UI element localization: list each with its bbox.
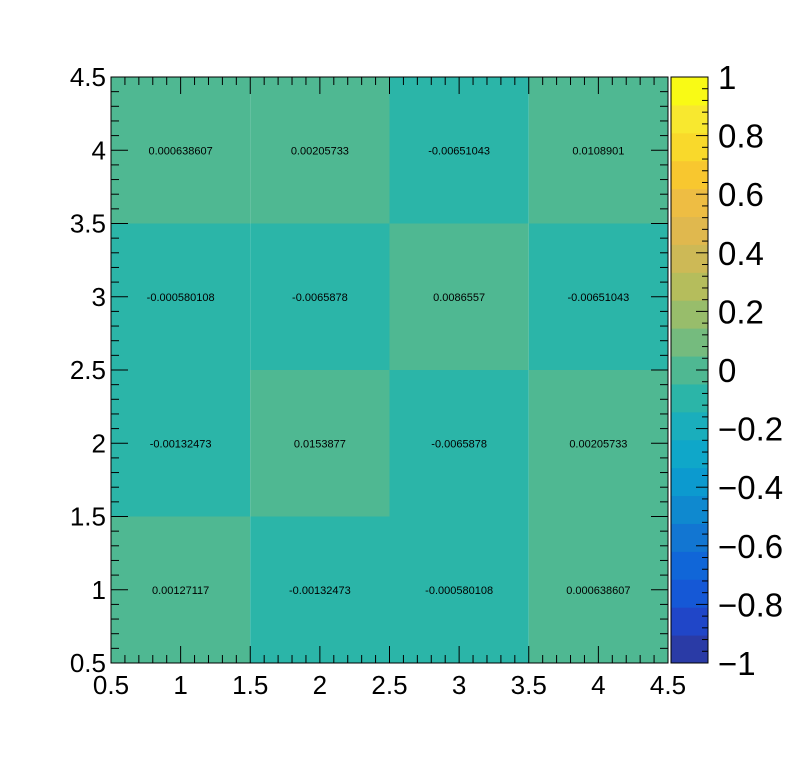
palette-color-band: [671, 160, 708, 190]
palette-color-band: [671, 188, 708, 218]
y-axis-tick-label: 2: [92, 428, 106, 458]
x-axis-tick-label: 2.5: [371, 670, 407, 700]
x-axis-tick-label: 3.5: [511, 670, 547, 700]
heatmap-cell: [111, 370, 251, 517]
heatmap-cell: [528, 516, 668, 663]
axis-ticks: [110, 76, 669, 664]
heatmap-cell-labels: 0.000638607 0.00205733 -0.00651043 0.010890…: [147, 145, 631, 597]
cell-value-label: 0.000638607: [149, 145, 213, 157]
y-axis-tick-label: 1: [92, 575, 106, 605]
cell-value-label: 0.0153877: [294, 438, 346, 450]
palette-tick-label: 0.4: [718, 235, 764, 272]
palette-color-band: [671, 383, 708, 413]
palette-tick-label: −0.6: [718, 528, 783, 565]
y-axis-tick-label: 2.5: [70, 355, 106, 385]
color-palette-tick-labels: −1 −0.8 −0.6 −0.4 −0.2 0 0.2 0.4 0.6 0.8 1: [696, 59, 783, 682]
palette-color-band: [671, 635, 708, 664]
cell-value-label: -0.000580108: [147, 292, 215, 304]
cell-value-label: -0.0065878: [292, 292, 348, 304]
cell-value-label: -0.0065878: [431, 438, 487, 450]
y-axis-tick-label: 3: [92, 282, 106, 312]
y-axis-tick-label: 0.5: [70, 648, 106, 678]
cell-value-label: -0.000580108: [425, 585, 493, 597]
cell-value-label: 0.0086557: [433, 292, 485, 304]
heatmap-cell: [250, 77, 390, 224]
x-axis-tick-label: 4.5: [650, 670, 686, 700]
palette-tick-label: 0.2: [718, 293, 764, 330]
heatmap-cell: [528, 223, 668, 370]
x-axis-tick-label: 1: [173, 670, 187, 700]
x-axis-tick-label: 2: [313, 670, 327, 700]
palette-tick-label: 0.8: [718, 118, 764, 155]
cell-value-label: -0.00651043: [567, 292, 629, 304]
palette-color-band: [671, 132, 708, 162]
heatmap-cell: [389, 223, 529, 370]
palette-color-band: [671, 439, 708, 469]
palette-tick-label: −0.8: [718, 586, 783, 623]
y-axis-tick-label: 3.5: [70, 209, 106, 239]
cell-value-label: 0.00205733: [569, 438, 627, 450]
palette-color-band: [671, 551, 708, 580]
heatmap-cells: [111, 77, 668, 663]
palette-color-band: [671, 272, 708, 301]
palette-color-band: [671, 104, 708, 134]
x-axis-tick-labels: 0.5 1 1.5 2 2.5 3 3.5 4 4.5: [93, 670, 686, 700]
heatmap-cell: [111, 77, 251, 224]
palette-tick-label: 0.6: [718, 176, 764, 213]
palette-color-band: [671, 244, 708, 273]
heatmap-cell: [250, 516, 390, 663]
heatmap-cell: [528, 77, 668, 224]
cell-value-label: 0.00127117: [152, 585, 209, 597]
x-axis-tick-label: 1.5: [232, 670, 268, 700]
y-axis-tick-labels: 0.5 1 1.5 2 2.5 3 3.5 4 4.5: [70, 62, 106, 678]
heatmap-cell: [250, 370, 390, 517]
palette-color-band: [671, 495, 708, 524]
palette-color-band: [671, 607, 708, 636]
palette-color-band: [671, 523, 708, 552]
heatmap-cell: [389, 77, 529, 224]
color-palette: [671, 77, 708, 664]
palette-tick-label: −0.2: [718, 411, 783, 448]
x-axis-tick-label: 4: [591, 670, 605, 700]
heatmap-cell: [250, 223, 390, 370]
cell-value-label: 0.0108901: [572, 145, 624, 157]
x-axis-tick-label: 3: [452, 670, 466, 700]
palette-color-band: [671, 328, 708, 357]
palette-color-band: [671, 579, 708, 608]
heatmap-cell: [528, 370, 668, 517]
cell-value-label: -0.00651043: [428, 145, 490, 157]
heatmap-cell: [111, 516, 251, 663]
palette-tick-label: −1: [718, 645, 756, 682]
palette-tick-label: −0.4: [718, 469, 783, 506]
palette-color-band: [671, 411, 708, 441]
heatmap-cell: [389, 370, 529, 517]
cell-value-label: 0.000638607: [566, 585, 630, 597]
cell-value-label: 0.00205733: [291, 145, 349, 157]
y-axis-tick-label: 4.5: [70, 62, 106, 92]
cell-value-label: -0.00132473: [150, 438, 212, 450]
palette-tick-label: 0: [718, 352, 736, 389]
palette-tick-label: 1: [718, 59, 736, 96]
cell-value-label: -0.00132473: [289, 585, 351, 597]
palette-color-band: [671, 77, 708, 106]
palette-color-band: [671, 216, 708, 245]
heatmap-cell: [389, 516, 529, 663]
palette-color-band: [671, 300, 708, 329]
heatmap-cell: [111, 223, 251, 370]
y-axis-tick-label: 4: [92, 135, 106, 165]
palette-color-band: [671, 467, 708, 497]
x-axis-tick-label: 0.5: [93, 670, 129, 700]
y-axis-tick-label: 1.5: [70, 502, 106, 532]
